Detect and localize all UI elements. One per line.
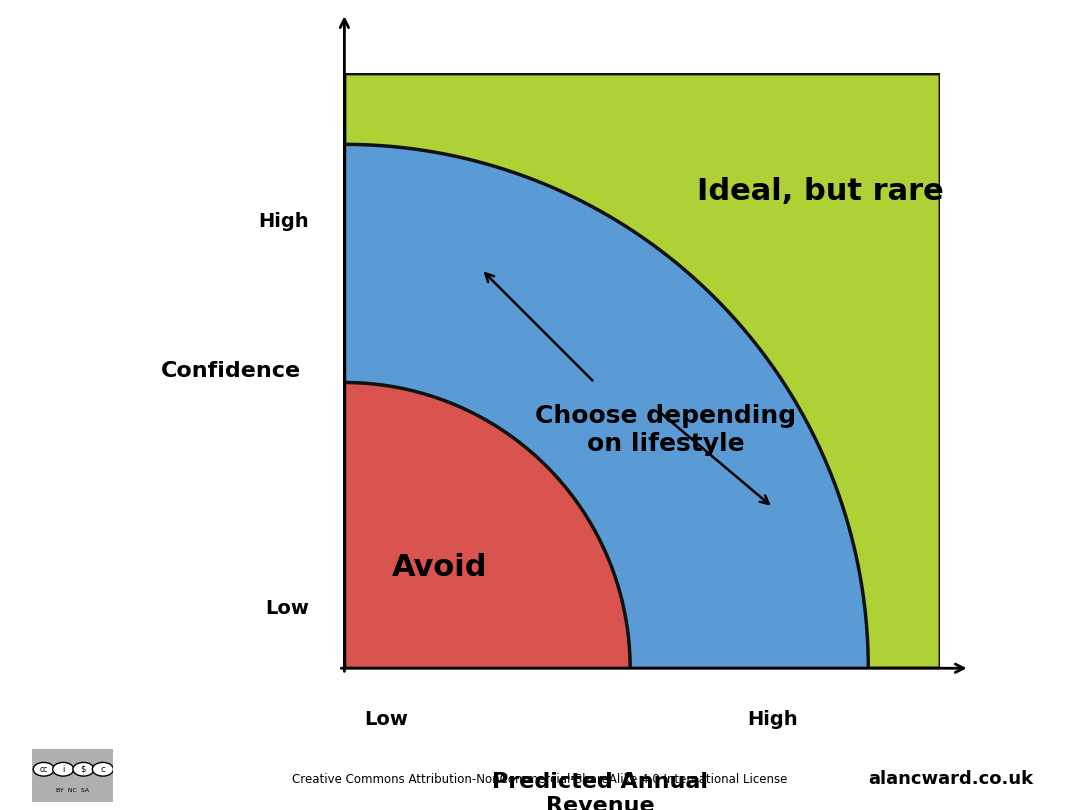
Polygon shape [345,73,940,668]
Text: $: $ [81,765,86,774]
Text: alancward.co.uk: alancward.co.uk [868,770,1032,788]
Circle shape [93,762,113,776]
Text: Predicted Annual
Revenue: Predicted Annual Revenue [492,773,708,810]
Text: Avoid: Avoid [392,552,487,582]
Text: Creative Commons Attribution-NonCommercial-ShareAlike 4.0 International License: Creative Commons Attribution-NonCommerci… [293,773,787,786]
Text: Confidence: Confidence [161,360,301,381]
FancyBboxPatch shape [30,748,116,804]
Text: Ideal, but rare: Ideal, but rare [698,177,944,207]
Circle shape [33,762,54,776]
Circle shape [73,762,94,776]
Text: Low: Low [364,710,408,729]
Text: High: High [747,710,798,729]
Text: Low: Low [265,599,309,618]
Text: c: c [100,765,105,774]
Text: Choose depending
on lifestyle: Choose depending on lifestyle [536,404,796,456]
Polygon shape [345,144,868,668]
Text: High: High [258,212,309,231]
Text: cc: cc [40,765,48,774]
Text: BY  NC  SA: BY NC SA [56,788,90,793]
Circle shape [53,762,73,776]
Text: i: i [62,765,65,774]
Polygon shape [345,382,630,668]
